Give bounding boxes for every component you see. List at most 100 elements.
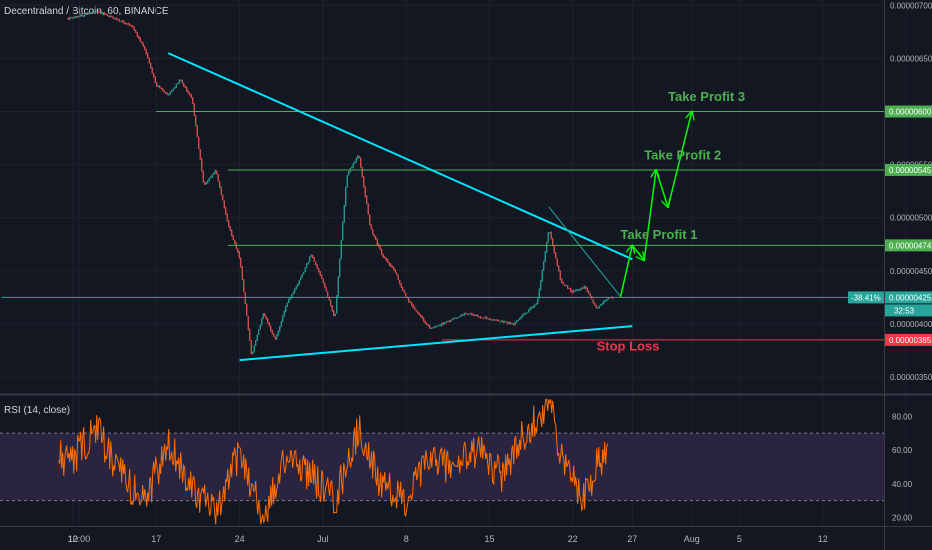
candle-body [352,163,354,168]
candle-body [547,232,549,243]
candle-body [588,291,590,294]
candle-body [526,312,528,314]
candle-body [195,115,197,126]
rsi-tick-label: 80.00 [892,412,913,421]
candle-body [594,302,596,306]
price-tick-label: 0.00000350 [890,373,932,382]
candle-body [303,271,305,274]
candle-body [459,316,461,318]
candle-body [115,18,117,20]
candle-body [522,314,524,317]
candle-body [153,73,155,78]
candle-body [397,275,399,281]
candle-body [559,270,561,280]
candle-body [226,214,228,221]
candle-body [381,249,383,255]
candle-body [387,259,389,263]
candle-body [193,103,195,116]
candle-body [342,222,344,241]
price-axis[interactable]: 0.000007000.000006500.000006000.00000550… [848,1,932,382]
candle-body [162,88,164,92]
candle-body [405,293,407,297]
candle-body [156,82,158,87]
candle-body [201,158,203,171]
candle-body [127,23,129,25]
candle-body [196,125,198,138]
candle-body [346,174,348,187]
candle-body [81,14,83,16]
candle-body [142,43,144,47]
candle-body [121,21,123,22]
candle-body [67,18,69,20]
candle-body [270,325,272,331]
candle-body [546,242,548,252]
rsi-band [0,433,884,501]
candle-body [400,283,402,288]
horizontal-levels [1,111,884,341]
candle-body [456,317,458,319]
candle-body [534,304,536,307]
candle-body [427,324,429,327]
rsi-axis[interactable]: 80.00 60.00 40.00 20.00 [892,412,913,522]
candle-body [157,85,159,87]
candle-body [220,187,222,196]
candle-body [585,286,587,289]
candle-body [414,307,416,310]
candle-body [474,315,476,316]
candle-body [580,288,582,290]
candle-body [259,324,261,330]
candle-body [384,256,386,258]
candle-body [388,262,390,265]
candle-body [495,320,497,321]
price-label-box [885,333,932,346]
candle-body [109,15,111,17]
candle-body [348,171,350,175]
candle-body [486,317,488,319]
candle-body [183,82,185,87]
rsi-indicator-label[interactable]: RSI (14, close) [4,405,71,416]
candle-body [103,12,105,15]
candle-body [82,15,84,17]
candle-body [79,14,81,16]
candle-body [528,309,530,313]
candle-body [391,266,393,268]
candle-body [360,157,362,168]
candle-body [318,268,320,272]
candle-body [228,220,230,227]
candle-body [75,16,77,18]
candle-body [507,321,509,324]
candle-body [496,320,498,321]
price-label-box [885,105,932,118]
candle-body [532,306,534,308]
candle-body [108,15,110,17]
candle-body [450,319,452,322]
candle-body [390,264,392,267]
candle-body [273,333,275,337]
price-label-text: 0.00000545 [889,166,932,175]
countdown-text: 32:53 [894,306,915,315]
time-tick-label: 27 [627,534,637,544]
candle-body [492,319,494,321]
candle-body [553,246,555,253]
candle-body [462,314,464,316]
candle-body [451,319,453,321]
candle-body [487,318,489,320]
candle-body [213,172,215,175]
candle-body [411,301,413,306]
candle-body [418,313,420,315]
candle-body [189,93,191,95]
candle-body [324,283,326,288]
candle-body [199,149,201,159]
candle-body [519,318,521,320]
candle-body [538,289,540,299]
candle-body [336,296,338,314]
time-tick-label: Jul [317,534,329,544]
candle-body [576,290,578,291]
candle-body [295,286,297,289]
candle-body [523,313,525,315]
candle-body [477,315,479,317]
candle-body [72,17,74,19]
candle-body [112,17,114,19]
